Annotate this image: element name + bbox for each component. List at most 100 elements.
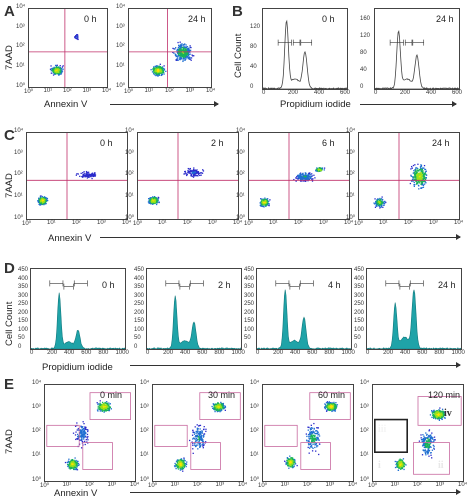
panel-c-0-xtick-2: 10² [72,220,81,226]
panel-c-plot-0 [26,132,128,220]
panel-d-0-xtick-4: 800 [98,350,108,356]
panel-d-0-ytick-2: 100 [18,327,28,333]
panel-c-2-xtick-0: 10⁰ [244,220,253,227]
panel-d-1-xtick-5: 1000 [231,350,244,356]
panel-e-xlabel: Annexin V [54,488,97,499]
panel-d-2-ytick-4: 200 [244,310,254,316]
panel-d-2-xtick-2: 400 [290,350,300,356]
panel-a-left-xtick-1: 10¹ [44,88,53,94]
panel-d-3-ytick-4: 200 [354,310,364,316]
panel-e-1-ytick-1: 10¹ [140,452,149,458]
panel-d-2-ytick-1: 50 [244,335,251,341]
panel-a-right-ytick-2: 10² [116,43,125,49]
panel-c-1-xtick-3: 10³ [208,220,217,226]
panel-d-0-xtick-0: 0 [30,350,33,356]
panel-b-left-xtick-2: 400 [314,90,324,96]
panel-d-3-xtick-1: 200 [383,350,393,356]
panel-e-2-xtick-3: 10³ [326,482,335,488]
panel-d-0-ytick-6: 300 [18,293,28,299]
panel-d-0-ytick-7: 350 [18,284,28,290]
panel-b-plot-0h [262,8,348,90]
panel-a-right-xtick-3: 10³ [186,88,195,94]
panel-e-letter: E [4,376,14,393]
panel-d-1-ytick-7: 350 [134,284,144,290]
panel-a-left-ytick-3: 10³ [16,24,25,30]
panel-c-time-2: 6 h [322,138,335,148]
panel-e-3-xtick-1: 10¹ [391,482,400,488]
panel-e-1-xtick-2: 10² [193,482,202,488]
panel-b-right-ytick-0: 0 [360,84,363,90]
panel-d-1-xtick-1: 200 [163,350,173,356]
panel-c-0-ytick-3: 10³ [14,150,23,156]
panel-e-2-ytick-2: 10² [250,428,259,434]
panel-d-3-xtick-5: 1000 [451,350,464,356]
panel-d-2-xtick-5: 1000 [341,350,354,356]
panel-b-time-24h: 24 h [436,14,454,24]
panel-d-0-ytick-0: 0 [18,344,21,350]
panel-e-3-ytick-3: 10³ [360,404,369,410]
panel-e-3-xtick-2: 10² [413,482,422,488]
panel-c-1-xtick-2: 10² [183,220,192,226]
panel-e-2-xtick-1: 10¹ [281,482,290,488]
panel-a-left-ytick-2: 10² [16,43,25,49]
panel-d-1-ytick-0: 0 [134,344,137,350]
panel-d-3-ytick-0: 0 [354,344,357,350]
panel-d-2-ytick-6: 300 [244,293,254,299]
panel-b-left-xtick-1: 200 [288,90,298,96]
panel-b-x-arrow [360,104,456,105]
panel-c-2-ytick-3: 10³ [236,150,245,156]
panel-d-3-ytick-2: 100 [354,327,364,333]
panel-d-time-3: 24 h [438,280,456,290]
panel-d-3-ytick-3: 150 [354,318,364,324]
panel-e-0-ytick-3: 10³ [32,404,41,410]
panel-b-time-0h: 0 h [322,14,335,24]
panel-d-3-xtick-4: 800 [434,350,444,356]
panel-c-1-ytick-2: 10² [125,171,134,177]
panel-a-right-ytick-4: 10⁴ [116,4,125,10]
panel-e-2-xtick-4: 10⁴ [348,482,357,488]
panel-d-3-ytick-1: 50 [354,335,361,341]
panel-b-letter: B [232,3,243,20]
panel-d-3-xtick-2: 400 [400,350,410,356]
panel-c-0-ytick-4: 10⁴ [14,128,23,134]
panel-c-2-xtick-1: 10¹ [269,220,278,226]
panel-e-3-xtick-0: 10⁰ [368,482,377,489]
panel-b-right-xtick-0: 0 [374,90,377,96]
panel-d-letter: D [4,260,15,277]
panel-d-1-ytick-1: 50 [134,335,141,341]
panel-c-time-3: 24 h [432,138,450,148]
panel-c-3-ytick-4: 10⁴ [346,128,355,134]
panel-e-0-xtick-3: 10³ [108,482,117,488]
panel-d-2-ytick-8: 400 [244,276,254,282]
panel-b-xlabel: Propidium iodide [280,99,351,110]
panel-a-right-ytick-1: 10¹ [116,63,125,69]
panel-e-3-xtick-3: 10³ [436,482,445,488]
panel-e-0-ytick-1: 10¹ [32,452,41,458]
panel-c-1-xtick-1: 10¹ [158,220,167,226]
panel-e-quadrant-iii: iii [378,424,386,435]
panel-e-2-ytick-4: 10⁴ [250,380,259,386]
panel-b-left-ytick-2: 80 [250,44,257,50]
panel-d-0-ytick-4: 200 [18,310,28,316]
panel-c-3-ytick-3: 10³ [346,150,355,156]
panel-d-2-ytick-7: 350 [244,284,254,290]
panel-d-2-xtick-0: 0 [256,350,259,356]
panel-a-left-xtick-3: 10³ [83,88,92,94]
panel-d-1-xtick-0: 0 [146,350,149,356]
panel-e-plot-0 [44,384,136,482]
panel-c-time-1: 2 h [211,138,224,148]
panel-d-0-xtick-2: 400 [64,350,74,356]
panel-a-time-0h: 0 h [84,14,97,24]
panel-e-2-xtick-0: 10⁰ [258,482,267,489]
panel-b-left-ytick-0: 0 [250,84,253,90]
panel-d-3-ytick-7: 350 [354,284,364,290]
panel-e-time-2: 60 min [318,390,345,400]
panel-e-2-ytick-1: 10¹ [250,452,259,458]
panel-c-xlabel: Annexin V [48,233,91,244]
panel-d-3-ytick-5: 250 [354,301,364,307]
panel-e-time-3: 120 min [428,390,460,400]
panel-d-0-ytick-5: 250 [18,301,28,307]
panel-c-0-xtick-3: 10³ [97,220,106,226]
panel-c-3-xtick-4: 10⁴ [454,220,463,226]
